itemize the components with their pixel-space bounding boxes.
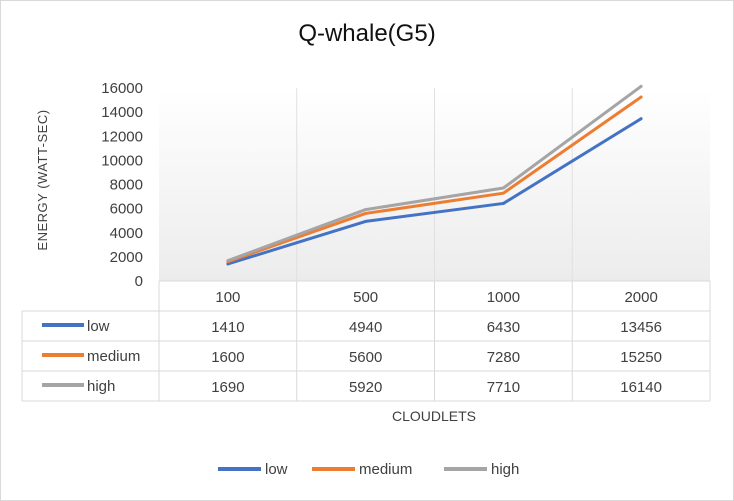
data-table: 100 500 1000 2000 low 1410 4940 6430 13456 medium… bbox=[21, 280, 711, 402]
series-line-low bbox=[227, 117, 642, 266]
data-point bbox=[364, 219, 368, 223]
x-tick-label: 1000 bbox=[487, 289, 520, 306]
data-point bbox=[501, 191, 505, 195]
x-tick-label: 500 bbox=[353, 289, 378, 306]
series-line-high bbox=[227, 85, 643, 263]
chart-title: Q-whale(G5) bbox=[298, 20, 436, 47]
data-point bbox=[226, 262, 230, 266]
data-point bbox=[501, 201, 505, 205]
table-cell-value: 1600 bbox=[211, 349, 244, 366]
data-point bbox=[639, 117, 643, 121]
table-series-label: medium bbox=[87, 348, 140, 365]
y-tick-label: 2000 bbox=[110, 249, 143, 266]
x-tick-label: 2000 bbox=[624, 289, 657, 306]
y-axis-ticks: 0 2000 4000 6000 8000 10000 12000 14000 16000 bbox=[101, 80, 143, 290]
table-cell-value: 1690 bbox=[211, 379, 244, 396]
table-cell-value: 15250 bbox=[620, 349, 662, 366]
legend-label: medium bbox=[359, 461, 412, 478]
table-cell-value: 7280 bbox=[487, 349, 520, 366]
table-cell-value: 6430 bbox=[487, 319, 520, 336]
table-cell-value: 4940 bbox=[349, 319, 382, 336]
table-cell-value: 16140 bbox=[620, 379, 662, 396]
legend-label: high bbox=[491, 461, 519, 478]
y-tick-label: 6000 bbox=[110, 201, 143, 218]
y-tick-label: 16000 bbox=[101, 80, 143, 97]
x-tick-label: 100 bbox=[215, 289, 240, 306]
table-cell-value: 13456 bbox=[620, 319, 662, 336]
y-axis-label: ENERGY (WATT-SEC) bbox=[35, 109, 50, 250]
table-series-label: high bbox=[87, 378, 115, 395]
y-tick-label: 14000 bbox=[101, 104, 143, 121]
y-tick-label: 12000 bbox=[101, 128, 143, 145]
y-tick-label: 4000 bbox=[110, 225, 143, 242]
table-cell-value: 5600 bbox=[349, 349, 382, 366]
category-dividers bbox=[296, 88, 573, 281]
data-point bbox=[226, 259, 230, 263]
data-point bbox=[639, 84, 643, 88]
x-axis-label: CLOUDLETS bbox=[392, 408, 476, 424]
table-cell-value: 7710 bbox=[487, 379, 520, 396]
data-point bbox=[364, 211, 368, 215]
data-point bbox=[501, 186, 505, 190]
y-tick-label: 0 bbox=[135, 273, 143, 290]
table-cell-value: 1410 bbox=[211, 319, 244, 336]
table-cell-value: 5920 bbox=[349, 379, 382, 396]
table-series-label: low bbox=[87, 318, 110, 335]
legend-label: low bbox=[265, 461, 288, 478]
y-tick-label: 10000 bbox=[101, 152, 143, 169]
data-point bbox=[364, 208, 368, 212]
data-point bbox=[639, 95, 643, 99]
series-lines bbox=[226, 84, 643, 266]
legend: low medium high bbox=[218, 461, 519, 478]
y-tick-label: 8000 bbox=[110, 177, 143, 194]
series-line-medium bbox=[227, 95, 642, 264]
